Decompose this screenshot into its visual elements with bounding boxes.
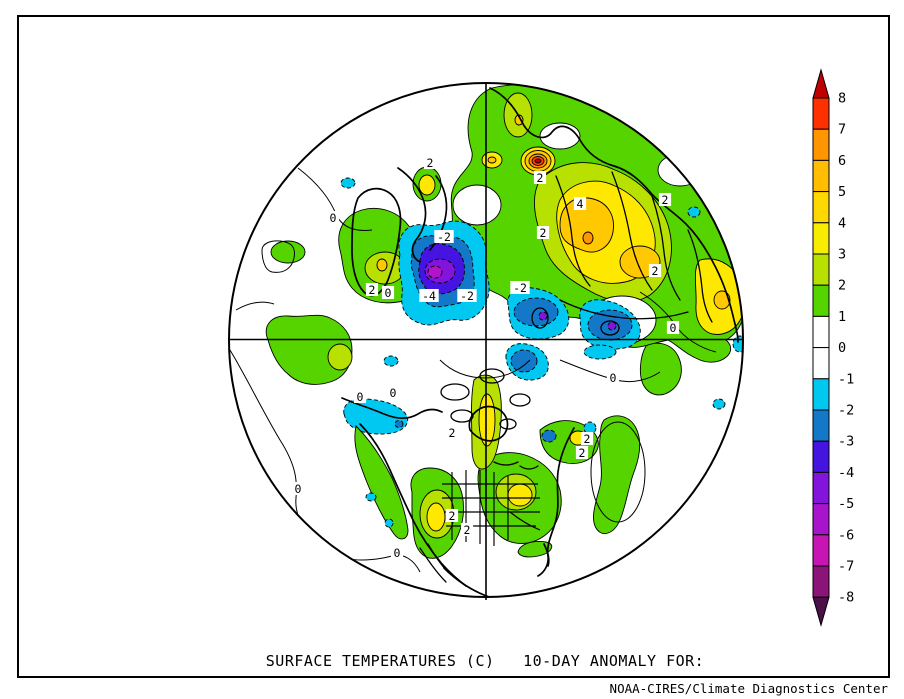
contour-label-box bbox=[573, 197, 587, 210]
contour-label: 0 bbox=[610, 371, 617, 385]
contour-label: 0 bbox=[330, 211, 337, 225]
contour-label-box bbox=[365, 283, 379, 296]
contour-label-box bbox=[658, 193, 672, 206]
contour-label-box bbox=[510, 281, 530, 294]
colorbar-segment bbox=[812, 503, 830, 536]
colorbar-segment bbox=[812, 315, 830, 349]
contour-label-box bbox=[381, 286, 395, 299]
hotspot-rings bbox=[520, 146, 556, 176]
colorbar-tick-label: -1 bbox=[838, 371, 854, 387]
colorbar-tick-label: 6 bbox=[838, 153, 846, 169]
contour-label: 0 bbox=[390, 386, 397, 400]
colorbar-tick-label: -4 bbox=[838, 465, 854, 481]
colorbar-segment bbox=[812, 159, 830, 193]
contour-label: 0 bbox=[670, 321, 677, 335]
contour-label: 0 bbox=[295, 482, 302, 496]
contour-label: 2 bbox=[652, 264, 659, 278]
colorbar-tick-label: -5 bbox=[838, 496, 854, 512]
map-title: SURFACE TEMPERATURES (C) 10-DAY ANOMALY … bbox=[265, 652, 705, 670]
colorbar-tick-label: -3 bbox=[838, 434, 854, 450]
colorbar-segment bbox=[812, 534, 830, 567]
contour-label: 0 bbox=[357, 390, 364, 404]
contour-label-box bbox=[419, 289, 439, 302]
contour-label-box bbox=[580, 432, 594, 445]
colorbar-segment bbox=[812, 347, 830, 380]
contour-label: 2 bbox=[449, 426, 456, 440]
contour-label-box bbox=[390, 546, 404, 559]
colorbar-tick-label: 5 bbox=[838, 184, 846, 200]
contour-label: 2 bbox=[540, 226, 547, 240]
contour-label: 2 bbox=[449, 509, 456, 523]
colorbar-tick-label: 1 bbox=[838, 309, 846, 325]
contour-label-box bbox=[460, 523, 474, 536]
colorbar-tick-label: 4 bbox=[838, 215, 846, 231]
contour-label-box bbox=[386, 386, 400, 399]
colorbar-segment bbox=[812, 440, 830, 473]
colorbar-tick-label: 0 bbox=[838, 340, 846, 356]
colorbar: 8 7 6 5 4 3 2 1 0 -1 -2 -3 -4 -5 -6 -7 -8 bbox=[812, 68, 854, 628]
contour-label: 2 bbox=[464, 523, 471, 537]
contour-label-box bbox=[353, 390, 367, 403]
contour-label-box bbox=[434, 230, 454, 243]
contour-label-box bbox=[291, 482, 305, 495]
us-state-borders bbox=[442, 470, 541, 546]
colorbar-tick-label: 7 bbox=[838, 122, 846, 138]
contour-label-box bbox=[445, 509, 459, 522]
contour-label: 0 bbox=[385, 286, 392, 300]
colorbar-tick-label: 2 bbox=[838, 278, 846, 294]
contour-label-box bbox=[423, 156, 437, 169]
colorbar-tick-label: -6 bbox=[838, 527, 854, 543]
colorbar-up-arrow bbox=[812, 68, 830, 99]
colorbar-segment bbox=[812, 222, 830, 255]
colorbar-segment bbox=[812, 409, 830, 442]
colorbar-down-arrow bbox=[812, 596, 830, 628]
title-block: SURFACE TEMPERATURES (C) 10-DAY ANOMALY … bbox=[66, 615, 904, 699]
plot-frame bbox=[17, 15, 890, 678]
coastlines bbox=[341, 87, 739, 597]
contour-label: 2 bbox=[537, 171, 544, 185]
colorbar-tick-label: -8 bbox=[838, 590, 854, 606]
contour-label-box bbox=[606, 371, 620, 384]
colorbar-tick-label: 3 bbox=[838, 247, 846, 263]
contour-label-box bbox=[648, 264, 662, 277]
contour-label-box bbox=[536, 226, 550, 239]
contour-label-box bbox=[445, 426, 459, 439]
contour-label: -2 bbox=[437, 230, 451, 244]
colorbar-segment bbox=[812, 284, 830, 317]
colorbar-tick-label: -7 bbox=[838, 559, 854, 575]
contour-label: 2 bbox=[427, 156, 434, 170]
colorbar-segment bbox=[812, 471, 830, 505]
contour-label: 2 bbox=[584, 432, 591, 446]
colorbar-segment bbox=[812, 565, 830, 598]
contour-label-box bbox=[533, 171, 547, 184]
contour-label: 0 bbox=[394, 546, 401, 560]
contour-label-box bbox=[326, 211, 340, 224]
colorbar-segment bbox=[812, 128, 830, 161]
contour-label-box bbox=[457, 289, 477, 302]
contour-label-box bbox=[666, 321, 680, 334]
colorbar-segment bbox=[812, 191, 830, 224]
contour-label: 2 bbox=[579, 446, 586, 460]
contour-label: -2 bbox=[460, 289, 474, 303]
map-circle-outline bbox=[228, 82, 744, 598]
colorbar-tick-label: -2 bbox=[838, 403, 854, 419]
credit-text: NOAA-CIRES/Climate Diagnostics Center bbox=[609, 681, 888, 696]
colorbar-segment bbox=[812, 378, 830, 411]
colorbar-segment bbox=[812, 97, 830, 130]
contour-label: 4 bbox=[577, 197, 584, 211]
contour-label: -2 bbox=[513, 281, 527, 295]
contour-label: -4 bbox=[422, 289, 436, 303]
contour-label: 2 bbox=[369, 283, 376, 297]
colorbar-tick-label: 8 bbox=[838, 91, 846, 107]
contour-label-box bbox=[575, 446, 589, 459]
contour-label: 2 bbox=[662, 193, 669, 207]
colorbar-segment bbox=[812, 253, 830, 286]
